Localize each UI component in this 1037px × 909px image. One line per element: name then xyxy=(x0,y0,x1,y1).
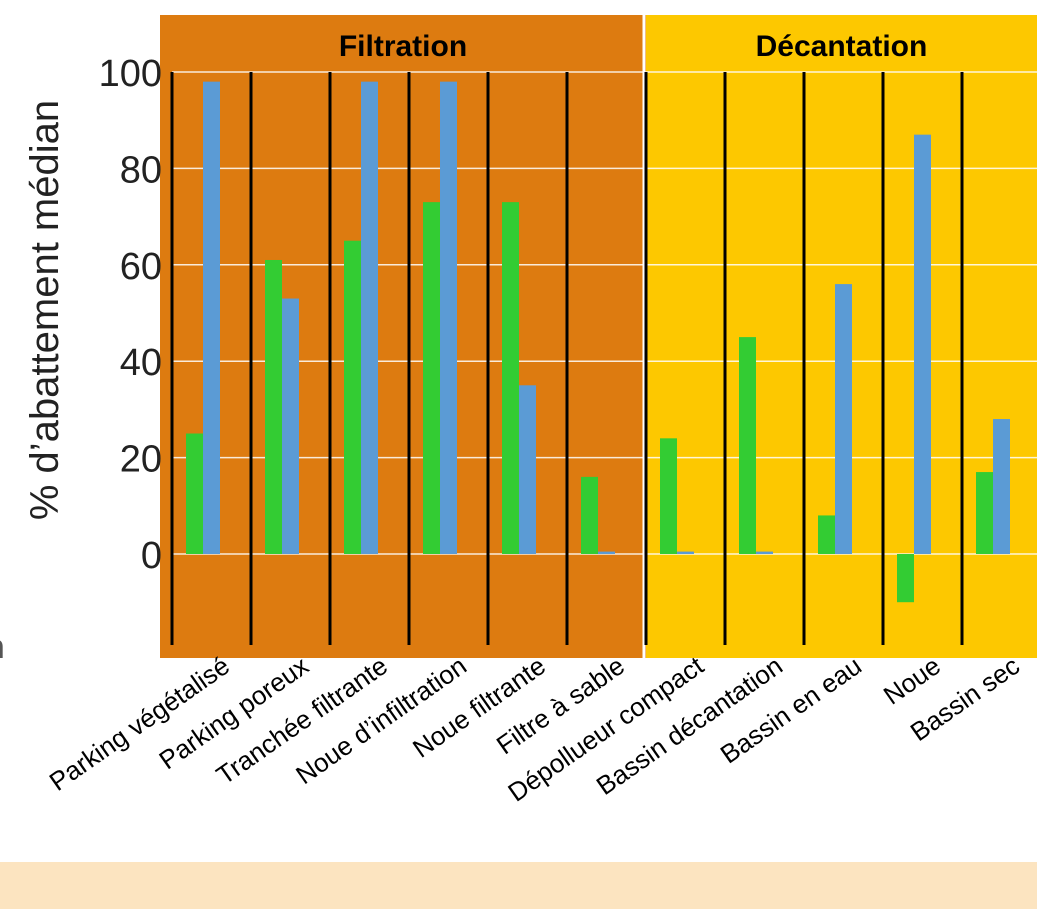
bar-s1-10 xyxy=(993,419,1010,554)
y-tick-label: 20 xyxy=(120,439,162,481)
bar-s0-1 xyxy=(265,259,282,554)
y-tick-label: 100 xyxy=(99,53,162,95)
bar-s0-7 xyxy=(739,337,756,554)
bar-s1-2 xyxy=(361,81,378,554)
y-tick-label: 60 xyxy=(120,246,162,288)
y-axis-label: % d’abattement médian xyxy=(23,100,67,520)
bar-s0-10 xyxy=(976,472,993,554)
bar-s0-2 xyxy=(344,240,361,554)
y-tick-label: 40 xyxy=(120,342,162,384)
group-band-0 xyxy=(160,15,646,658)
bar-s1-6 xyxy=(677,551,694,554)
bar-s0-9 xyxy=(897,554,914,603)
bar-s0-4 xyxy=(502,202,519,554)
bar-s1-7 xyxy=(756,551,773,554)
bar-s1-8 xyxy=(835,284,852,554)
bottom-band xyxy=(0,862,1037,909)
bar-s1-0 xyxy=(203,81,220,554)
bar-s0-6 xyxy=(660,438,677,554)
y-tick-label: 0 xyxy=(141,535,162,577)
bar-s0-5 xyxy=(581,476,598,554)
bar-s1-9 xyxy=(914,134,931,554)
group-label-1: Décantation xyxy=(756,30,928,63)
cut-off-letter: n xyxy=(0,628,5,667)
bar-s1-3 xyxy=(440,81,457,554)
bar-s0-8 xyxy=(818,515,835,554)
bar-s0-0 xyxy=(186,433,203,554)
x-tick-label: Noue filtrante xyxy=(407,650,551,763)
bar-s1-1 xyxy=(282,298,299,554)
bar-s1-4 xyxy=(519,385,536,554)
bar-s0-3 xyxy=(423,202,440,554)
y-tick-label: 80 xyxy=(120,149,162,191)
bar-s1-5 xyxy=(598,551,615,554)
group-label-0: Filtration xyxy=(339,30,467,63)
